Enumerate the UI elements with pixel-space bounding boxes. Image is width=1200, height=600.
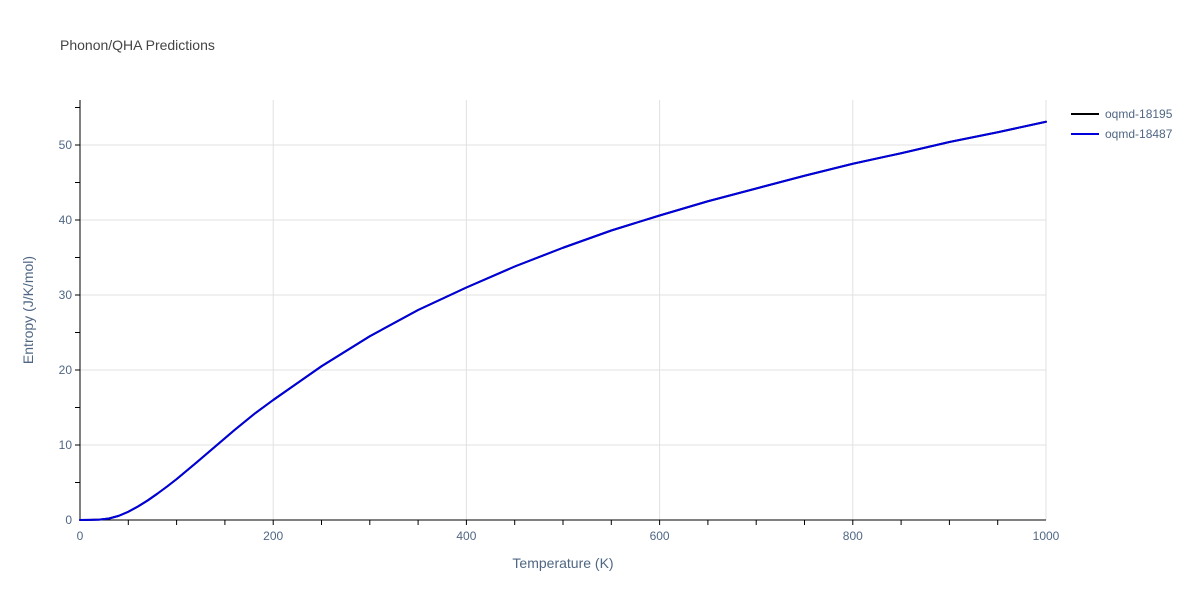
y-tick-label: 20	[59, 363, 73, 377]
legend[interactable]: oqmd-18195 oqmd-18487	[1071, 107, 1173, 141]
x-tick-label: 200	[263, 529, 283, 543]
legend-item-oqmd-18487[interactable]: oqmd-18487	[1071, 127, 1173, 141]
y-tick-label: 10	[59, 438, 73, 452]
grid	[80, 100, 1047, 520]
y-tick-label: 30	[59, 288, 73, 302]
x-tick-label: 0	[77, 529, 84, 543]
y-tick-label: 0	[65, 513, 72, 527]
y-axis-title: Entropy (J/K/mol)	[20, 256, 36, 364]
x-tick-label: 600	[650, 529, 670, 543]
legend-item-oqmd-18195[interactable]: oqmd-18195	[1071, 107, 1173, 121]
series-line-oqmd-18487	[79, 120, 1047, 521]
y-tick-label: 40	[59, 213, 73, 227]
x-tick-label: 800	[843, 529, 863, 543]
series-line-oqmd-18195	[79, 120, 1047, 521]
legend-label: oqmd-18195	[1105, 107, 1173, 121]
chart-title: Phonon/QHA Predictions	[60, 37, 215, 53]
legend-label: oqmd-18487	[1105, 127, 1173, 141]
x-axis-title: Temperature (K)	[512, 555, 613, 571]
plot-area	[79, 120, 1047, 521]
axes: 0 200 400 600 800 1000 0 10 20 30 40 50	[59, 100, 1060, 543]
x-tick-label: 400	[456, 529, 476, 543]
y-tick-label: 50	[59, 138, 73, 152]
x-tick-label: 1000	[1033, 529, 1060, 543]
